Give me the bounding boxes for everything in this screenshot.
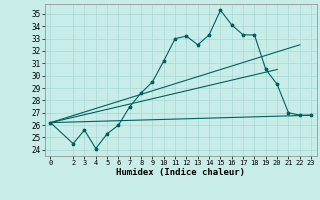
X-axis label: Humidex (Indice chaleur): Humidex (Indice chaleur) — [116, 168, 245, 177]
